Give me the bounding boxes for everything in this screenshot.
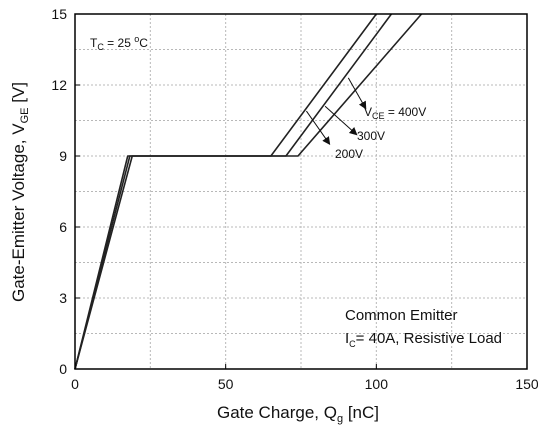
vce-sub: CE: [372, 111, 385, 121]
arrow-400v: [347, 77, 367, 110]
x-tick-label: 150: [515, 376, 538, 392]
x-axis-title-sub: g: [337, 413, 343, 425]
x-tick-label: 100: [365, 376, 389, 392]
arrow-200v: [306, 110, 331, 145]
vce-300-label: 300V: [357, 129, 385, 143]
y-axis-title-main: Gate-Emitter Voltage, V: [9, 123, 28, 302]
tick-layer: 0 50 100 150 0 3 6 9 12 15: [51, 6, 538, 392]
temp-value: = 25: [104, 36, 134, 50]
arrow-300v: [324, 105, 358, 136]
x-axis-title-unit: [nC]: [343, 403, 379, 422]
condition-line-1: Common Emitter: [345, 307, 458, 324]
temperature-annotation: TC = 25 oC: [90, 34, 148, 52]
annotation-arrows: [306, 77, 367, 145]
plot-frame: [74, 13, 528, 370]
vce-value: = 400V: [385, 105, 427, 119]
grid-layer: [75, 14, 527, 369]
temp-unit: C: [139, 36, 148, 50]
cond-value: = 40A, Resistive Load: [356, 330, 502, 347]
y-tick-label: 6: [59, 219, 67, 235]
y-tick-label: 0: [59, 361, 67, 377]
y-axis-title-sub: GE: [19, 108, 31, 124]
cond-prefix: I: [345, 330, 349, 347]
vce-400-label: VCE = 400V: [364, 105, 426, 121]
y-tick-label: 12: [51, 77, 67, 93]
y-tick-label: 15: [51, 6, 67, 22]
vce-200-label: 200V: [335, 147, 363, 161]
x-tick-label: 50: [218, 376, 234, 392]
y-axis-title: Gate-Emitter Voltage, VGE [V]: [9, 82, 31, 302]
condition-line-2: IC= 40A, Resistive Load: [345, 330, 502, 349]
temp-sub: C: [97, 42, 104, 52]
cond-sub: C: [349, 339, 356, 349]
y-axis-title-unit: [V]: [9, 82, 28, 108]
series-line-400v: [74, 13, 423, 370]
y-tick-label: 3: [59, 290, 67, 306]
temp-prefix: T: [90, 36, 98, 50]
temp-sup: o: [134, 34, 139, 44]
y-tick-label: 9: [59, 148, 67, 164]
x-axis-title-main: Gate Charge, Q: [217, 403, 337, 422]
vce-prefix: V: [364, 105, 372, 119]
series-layer: [74, 13, 423, 370]
x-tick-label: 0: [71, 376, 79, 392]
x-axis-title: Gate Charge, Qg [nC]: [217, 403, 379, 425]
